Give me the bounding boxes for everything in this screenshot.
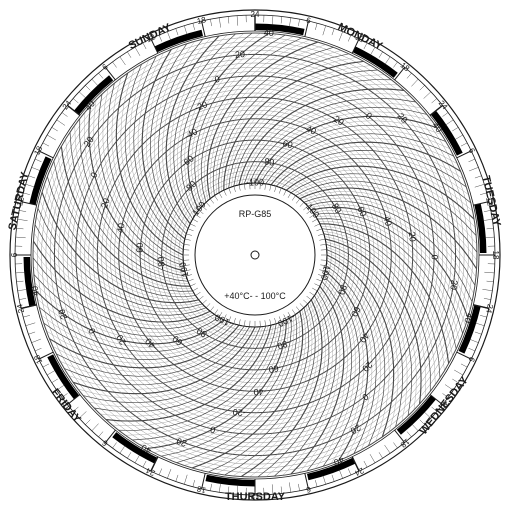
scale-value-label: -20: [232, 407, 246, 418]
hour-label: 6: [10, 252, 19, 257]
day-label: THURSDAY: [225, 491, 286, 503]
model-code-label: RP-G85: [239, 209, 272, 219]
hour-label: 24: [251, 10, 260, 19]
scale-value-label: 20: [235, 49, 246, 60]
scale-value-label: 20: [448, 279, 459, 290]
scale-value-label: -40: [253, 387, 266, 397]
scale-value-label: 40: [264, 28, 275, 39]
scale-value-label: -80: [261, 156, 275, 168]
hour-label: 18: [491, 251, 500, 260]
circular-chart-recorder: 2461218MONDAY2461218TUESDAY2461218WEDNES…: [0, 0, 510, 510]
scale-value-label: -80: [156, 256, 167, 270]
scale-value-label: 40: [30, 285, 41, 296]
temp-range-label: +40°C- - 100°C: [224, 291, 286, 301]
scale-value-label: 0: [430, 255, 440, 260]
scale-value-label: -60: [134, 242, 145, 255]
scale-value-label: -20: [406, 228, 418, 242]
